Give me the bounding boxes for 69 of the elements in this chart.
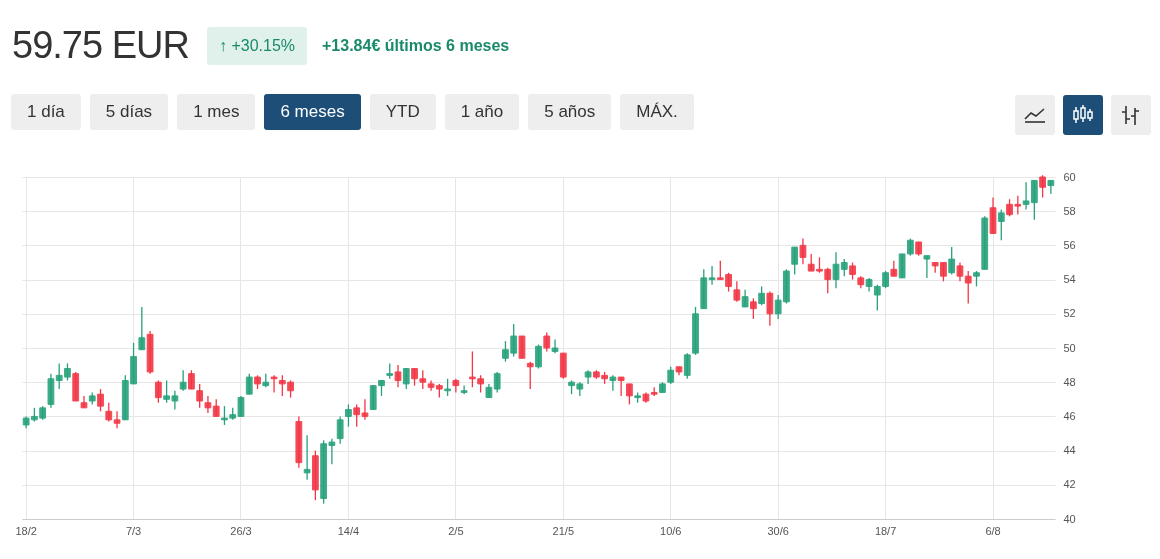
candlestick [138,306,146,351]
x-tick-label: 10/6 [660,524,682,537]
candlestick [394,364,402,388]
x-tick-label: 18/7 [874,524,897,537]
candlestick [559,352,567,380]
x-tick-label: 7/3 [125,524,142,537]
y-tick-label: 40 [1063,512,1076,525]
candlestick [518,335,526,359]
x-tick-label: 21/5 [552,524,574,537]
y-tick-label: 46 [1063,409,1076,422]
x-tick-label: 18/2 [15,524,37,537]
text: +13.84€ últimos 6 meses [322,36,510,56]
y-tick-label: 60 [1063,170,1076,183]
y-tick-label: 48 [1063,375,1076,388]
text: 1 año [444,94,520,130]
candlestick [97,388,104,412]
candlestick [543,331,551,353]
x-tick-label: 14/4 [337,524,360,537]
candlestick [617,376,625,397]
candlestick [303,434,311,481]
x-tick-label: 26/3 [230,524,252,537]
candlestick [1039,174,1046,199]
candlestick [609,374,617,392]
text: ↑ +30.15% [207,27,308,65]
text: 6 meses [264,94,361,130]
candlestick [336,415,344,445]
y-tick-label: 58 [1063,204,1076,217]
candlestick [626,383,633,406]
candlestick [196,383,204,409]
candlestick [526,361,534,390]
y-tick-label: 42 [1063,478,1076,491]
candlestick [345,403,352,428]
text: MÁX. [620,94,694,130]
y-tick-label: 44 [1063,444,1076,457]
candlestick [997,208,1005,241]
candlestick [154,379,162,404]
x-tick-label: 30/6 [767,524,789,537]
text: 5 días [89,94,169,130]
candlestick [923,255,931,279]
x-tick-label: 6/8 [985,524,1001,537]
candlestick [270,374,278,394]
candlestick [733,280,741,303]
candlestick [402,367,410,390]
candlestick [460,384,468,395]
candlestick [493,371,501,394]
candlestick [749,297,757,320]
candlestick [766,290,774,327]
y-tick-label: 50 [1063,341,1076,354]
candlestick [799,237,807,265]
y-tick-label: 52 [1063,307,1076,320]
candlestick [245,373,253,395]
chart-title: 59.75 EUR [12,24,189,67]
y-tick-label: 54 [1063,273,1076,286]
candlestick [758,285,766,306]
text: 1 día [11,94,81,130]
candlestick [551,338,559,354]
y-tick-label: 56 [1063,238,1076,251]
text: 1 mes [177,94,256,130]
candlestick [708,265,716,286]
candlestick [683,352,691,380]
candlestick [948,246,956,276]
candlestick [791,246,799,276]
candlestick [188,369,195,390]
candlestick [179,369,187,392]
text: YTD [369,94,436,130]
text: 5 años [528,94,612,130]
candlestick [535,343,542,370]
x-tick-label: 2/5 [448,524,464,537]
candlestick [204,395,212,414]
